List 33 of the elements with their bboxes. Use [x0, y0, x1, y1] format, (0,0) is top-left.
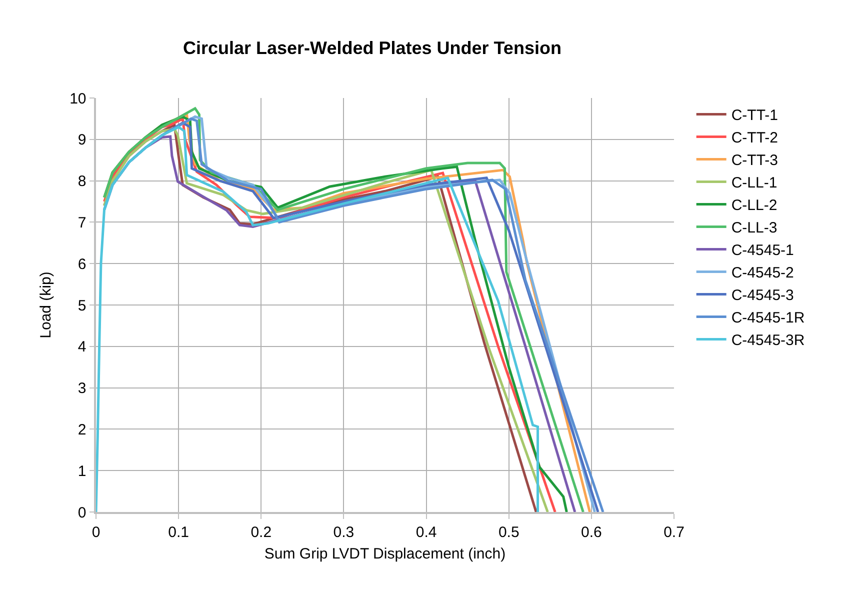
- legend-label: C-4545-3R: [731, 332, 805, 350]
- x-tick-label: 0.3: [333, 524, 354, 541]
- y-tick-label: 0: [78, 504, 86, 522]
- legend-label: C-4545-1R: [731, 310, 805, 327]
- legend-label: C-4545-2: [731, 264, 794, 282]
- y-tick-label: 4: [78, 338, 86, 356]
- legend-label: C-TT-3: [731, 152, 778, 170]
- x-tick-label: 0.5: [498, 524, 520, 541]
- x-tick-label: 0.7: [664, 524, 684, 541]
- legend-label: C-LL-2: [731, 197, 778, 214]
- legend-label: C-TT-1: [731, 107, 778, 124]
- x-axis-title: Sum Grip LVDT Displacement (inch): [264, 545, 506, 562]
- y-tick-label: 1: [78, 462, 86, 480]
- legend-label: C-4545-1: [731, 242, 794, 260]
- legend-label: C-TT-2: [731, 130, 778, 147]
- x-tick-label: 0.1: [168, 524, 189, 541]
- y-tick-label: 10: [70, 90, 86, 108]
- legend-label: C-4545-3: [731, 287, 794, 304]
- y-tick-label: 5: [78, 297, 86, 314]
- x-tick-label: 0.6: [581, 524, 602, 541]
- y-axis-title: Load (kip): [37, 272, 54, 338]
- y-tick-label: 3: [78, 380, 86, 398]
- y-tick-label: 6: [78, 256, 86, 273]
- y-tick-label: 9: [78, 132, 86, 149]
- y-tick-label: 2: [78, 421, 86, 438]
- x-tick-label: 0.4: [416, 524, 437, 541]
- legend-label: C-LL-3: [731, 220, 778, 237]
- legend-label: C-LL-1: [731, 174, 778, 192]
- chart-title: Circular Laser-Welded Plates Under Tension: [183, 38, 562, 58]
- x-tick-label: 0.2: [250, 524, 272, 541]
- y-tick-label: 7: [78, 214, 86, 232]
- y-tick-label: 8: [78, 173, 86, 190]
- x-tick-label: 0: [92, 524, 100, 541]
